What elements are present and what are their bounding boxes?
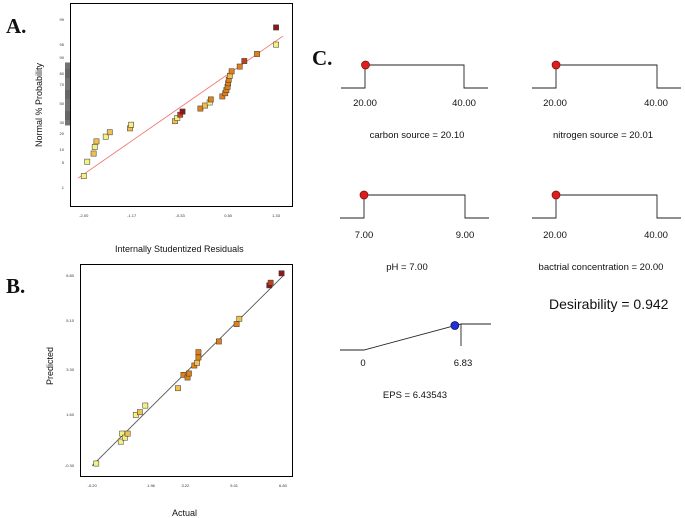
y-tick-label-a: 30 — [59, 119, 64, 125]
data-point-b — [236, 315, 243, 322]
y-tick-label-a: 95 — [59, 41, 64, 47]
data-point-a — [128, 121, 134, 128]
y-tick-label-a: 80 — [59, 70, 64, 76]
y-tick-label-b: 6.80 — [66, 273, 74, 278]
response-dot — [450, 321, 460, 330]
data-point-a — [273, 41, 279, 48]
setting-dot[interactable] — [551, 60, 561, 70]
x-tick-label-b: 5.01 — [230, 483, 239, 488]
data-point-a — [202, 102, 208, 109]
x-tick-label-b: 3.22 — [181, 483, 190, 488]
ramp-nitrogen-name: nitrogen source = 20.01 — [552, 130, 654, 141]
x-tick-label-b: 6.80 — [279, 483, 287, 488]
data-point-a — [219, 93, 226, 100]
response-name: EPS = 6.43543 — [382, 390, 448, 401]
ramp-bacterial-concentration — [532, 190, 681, 219]
y-tick-label-a: 1 — [61, 184, 64, 190]
ramp-nitrogen-max: 40.00 — [644, 98, 668, 109]
data-point-b — [267, 279, 274, 286]
ramp-carbon-name: carbon source = 20.10 — [369, 130, 465, 141]
data-point-b — [175, 385, 181, 392]
data-point-b — [142, 402, 149, 409]
desirability-value: Desirability = 0.942 — [549, 296, 669, 312]
data-point-b — [216, 338, 222, 345]
ramp-carbon-source — [341, 60, 488, 89]
y-tick-label-b: 3.30 — [66, 366, 74, 372]
ramp-ph-name: pH = 7.00 — [386, 262, 428, 273]
ramp-carbon-min: 20.00 — [353, 98, 377, 109]
data-point-a — [254, 51, 260, 57]
panel-a-letter: A. — [6, 14, 27, 38]
data-point-a — [102, 133, 109, 140]
data-point-a — [179, 108, 186, 115]
x-tick-label-a: -1.17 — [127, 213, 137, 218]
y-tick-label-a: 20 — [59, 131, 64, 137]
panel-b-letter: B. — [6, 274, 26, 298]
plot-frame-b — [80, 264, 293, 477]
panel-c-letter: C. — [312, 46, 333, 70]
y-tick-label-b: -0.30 — [64, 462, 74, 468]
ramp-eps-response — [340, 321, 491, 351]
ramp-bacterial-name: bactrial concentration = 20.00 — [538, 262, 664, 273]
x-tick-label-a: 1.33 — [272, 213, 280, 218]
ramp-ph-max: 9.00 — [455, 230, 475, 241]
data-point-a — [241, 58, 248, 64]
ramp-bacterial-min: 20.00 — [543, 230, 567, 241]
data-point-a — [174, 115, 181, 121]
plot-frame-a — [70, 3, 293, 207]
fit-line-a — [77, 35, 284, 179]
y-tick-label-a: 50 — [59, 101, 64, 106]
x-tick-label-b: -0.20 — [87, 483, 97, 488]
data-point-b — [137, 409, 143, 416]
ramp-nitrogen-min: 20.00 — [543, 98, 567, 109]
y-tick-label-b: 1.60 — [66, 411, 74, 417]
ramp-carbon-max: 40.00 — [452, 98, 476, 109]
data-point-a — [236, 63, 243, 70]
data-point-b — [117, 438, 124, 445]
y-tick-label-a: 5 — [61, 160, 64, 166]
x-tick-label-a: -0.33 — [175, 213, 185, 218]
data-point-b — [93, 460, 100, 467]
x-axis-title-a: Internally Studentized Residuals — [115, 244, 244, 254]
data-point-a — [197, 105, 204, 112]
ramp-ph-min: 7.00 — [354, 230, 374, 241]
data-point-a — [80, 173, 87, 179]
y-tick-label-a: 90 — [59, 54, 64, 60]
data-point-b — [124, 430, 131, 437]
response-min: 0 — [360, 358, 366, 369]
response-max: 6.83 — [453, 358, 473, 369]
y-tick-label-a: 70 — [59, 82, 64, 88]
ramp-bacterial-max: 40.00 — [644, 230, 668, 241]
data-point-a — [84, 158, 91, 165]
data-point-a — [207, 96, 214, 103]
y-tick-label-b: 5.10 — [66, 318, 74, 324]
data-point-b — [278, 270, 285, 277]
data-point-a — [106, 129, 113, 136]
x-tick-label-b: 1.96 — [147, 483, 155, 488]
setting-dot[interactable] — [551, 190, 561, 200]
data-point-a — [273, 24, 279, 31]
x-tick-label-a: 0.50 — [224, 213, 233, 218]
setting-dot[interactable] — [359, 190, 369, 200]
y-tick-label-a: 99 — [59, 17, 64, 22]
ramp-nitrogen-source — [532, 60, 681, 89]
data-point-a — [91, 144, 98, 150]
x-tick-label-a: -2.00 — [79, 213, 89, 218]
ramp-ph — [340, 190, 489, 219]
data-point-a — [228, 68, 235, 75]
data-point-b — [195, 349, 202, 355]
y-tick-label-a: 10 — [59, 147, 64, 153]
setting-dot[interactable] — [361, 60, 370, 70]
data-point-a — [93, 138, 100, 145]
data-point-a — [90, 150, 97, 157]
data-point-b — [186, 370, 192, 377]
x-axis-title-b: Actual — [172, 508, 198, 518]
